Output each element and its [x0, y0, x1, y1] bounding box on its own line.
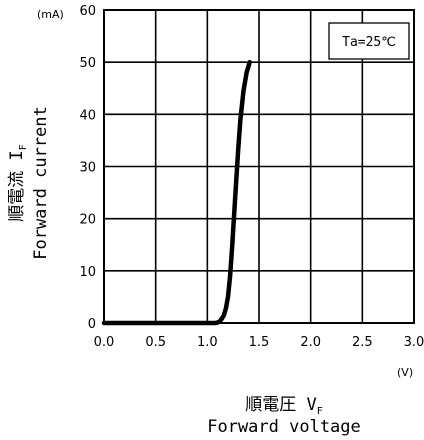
x-tick-label: 2.5 — [352, 335, 373, 350]
data-point — [248, 60, 251, 64]
x-tick-label: 0.5 — [145, 335, 166, 350]
y-axis-title-jp: 順電流 IF — [7, 144, 29, 222]
y-unit-label: (mA) — [37, 8, 64, 21]
y-tick-labels: 0 10 20 30 40 50 60 — [79, 4, 96, 332]
data-point — [216, 321, 219, 324]
y-axis-title-jp-sub: F — [18, 144, 29, 150]
x-tick-label: 1.5 — [249, 335, 270, 350]
legend-box — [328, 22, 410, 60]
y-tick-label: 0 — [88, 317, 96, 332]
y-tick-label: 50 — [79, 56, 96, 71]
data-point — [154, 321, 157, 325]
data-point — [239, 118, 242, 121]
x-axis-title-jp-sub: F — [317, 406, 323, 417]
x-axis-title-en: Forward voltage — [207, 417, 361, 437]
x-unit-label: (V) — [397, 366, 413, 379]
y-axis-title: 順電流 IF Forward current — [7, 106, 51, 260]
x-tick-label: 2.0 — [300, 335, 321, 350]
y-tick-label: 10 — [79, 265, 96, 280]
data-points — [102, 60, 251, 325]
y-tick-label: 40 — [79, 108, 96, 123]
series-line — [101, 59, 252, 326]
legend-label: Ta=25℃ — [342, 35, 396, 50]
x-tick-label: 1.0 — [197, 335, 218, 350]
data-point — [206, 321, 209, 325]
plot-frame — [103, 9, 415, 324]
y-axis-title-jp-main: 順電流 I — [7, 150, 27, 221]
y-axis-title-en: Forward current — [31, 106, 51, 260]
data-point — [242, 89, 245, 93]
data-point — [237, 147, 240, 150]
data-point — [235, 178, 238, 181]
data-point — [218, 320, 221, 323]
data-point — [220, 317, 223, 321]
data-point — [226, 295, 230, 299]
data-point — [224, 307, 228, 310]
x-axis-title-jp: 順電圧 VF — [245, 395, 323, 417]
data-point — [222, 313, 226, 317]
x-axis-title: 順電圧 VF Forward voltage — [207, 395, 361, 437]
x-tick-label: 3.0 — [404, 335, 424, 350]
grid — [104, 10, 414, 323]
data-point — [211, 321, 214, 325]
data-point — [245, 71, 248, 74]
y-tick-label: 30 — [79, 161, 96, 176]
data-point — [214, 321, 217, 325]
data-point — [230, 246, 234, 249]
data-point — [228, 274, 232, 278]
y-tick-label: 60 — [79, 4, 96, 19]
x-axis-title-jp-main: 順電圧 V — [245, 395, 316, 415]
x-tick-label: 0.0 — [94, 335, 115, 350]
y-tick-label: 20 — [79, 213, 96, 228]
x-tick-labels: 0.0 0.5 1.0 1.5 2.0 2.5 3.0 — [94, 335, 424, 350]
data-point — [102, 321, 106, 325]
data-point — [233, 212, 236, 215]
